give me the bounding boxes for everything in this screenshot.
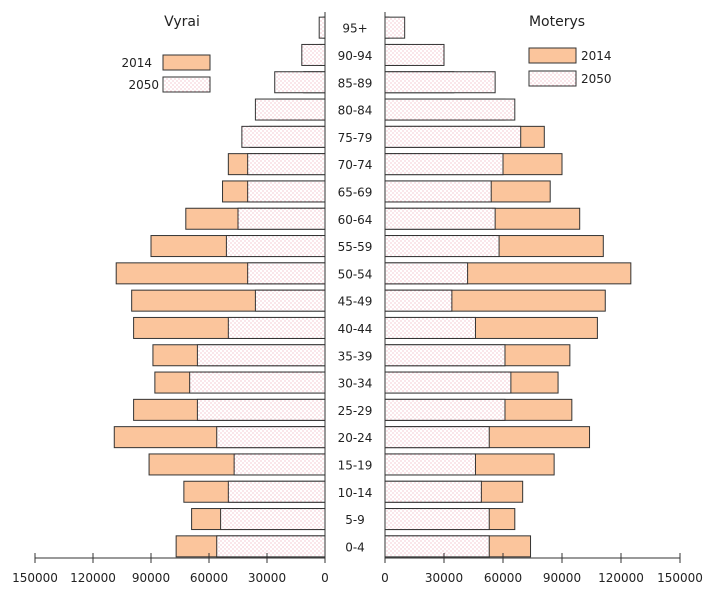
left-tick-label: 150000 (12, 571, 58, 585)
right-tick-label: 150000 (657, 571, 703, 585)
left-legend-label-2050: 2050 (128, 78, 159, 92)
bar-vyrai-2050 (227, 316, 326, 339)
bar-moterys-2050 (384, 180, 492, 203)
left-tick-label: 0 (321, 571, 329, 585)
category-label: 90-94 (338, 49, 373, 63)
category-label: 50-54 (338, 267, 373, 281)
category-label: 30-34 (338, 377, 373, 391)
right-legend-label-2050: 2050 (581, 72, 612, 86)
bar-vyrai-2050 (254, 289, 326, 312)
bar-moterys-2050 (384, 207, 496, 230)
axis-ticks: 150000 120000 90000 60000 30000 0 0 30000 60000 9… (12, 553, 703, 585)
left-tick-label: 60000 (190, 571, 228, 585)
right-legend-swatch-2014 (528, 47, 577, 64)
left-legend-label-2014: 2014 (121, 56, 152, 70)
bar-moterys-2050 (384, 398, 506, 421)
bar-moterys-2050 (384, 453, 476, 476)
category-label: 60-64 (338, 213, 373, 227)
category-label: 80-84 (338, 104, 373, 118)
bar-moterys-2050 (384, 262, 469, 285)
bar-moterys-2050 (384, 344, 506, 367)
right-title: Moterys (529, 14, 585, 30)
right-legend-label-2014: 2014 (581, 49, 612, 63)
right-legend-swatch-2050 (528, 70, 577, 87)
bar-vyrai-2050 (189, 371, 326, 394)
bar-moterys-2050 (384, 98, 516, 121)
bar-moterys-2050 (384, 480, 482, 503)
bar-vyrai-2050 (225, 235, 326, 258)
category-label: 0-4 (345, 540, 365, 554)
bar-vyrai-2050 (274, 71, 326, 94)
left-tick-label: 120000 (70, 571, 116, 585)
bar-vyrai-2050 (196, 398, 326, 421)
right-tick-label: 0 (381, 571, 389, 585)
right-tick-label: 120000 (598, 571, 644, 585)
category-label: 15-19 (338, 458, 373, 472)
category-label: 40-44 (338, 322, 373, 336)
category-label: 75-79 (338, 131, 373, 145)
category-label: 70-74 (338, 158, 373, 172)
bar-moterys-2050 (384, 235, 500, 258)
bar-vyrai-2050 (241, 125, 326, 148)
right-tick-label: 90000 (543, 571, 581, 585)
category-label: 95+ (342, 22, 367, 36)
bar-vyrai-2050 (216, 426, 326, 449)
category-label: 35-39 (338, 349, 373, 363)
right-tick-label: 30000 (425, 571, 463, 585)
bars-layer (113, 16, 632, 558)
category-label: 45-49 (338, 295, 373, 309)
category-label: 5-9 (345, 513, 365, 527)
bar-vyrai-2050 (220, 508, 326, 531)
bar-moterys-2050 (384, 535, 490, 558)
bar-moterys-2050 (384, 316, 476, 339)
left-legend-swatch-2014 (162, 54, 211, 71)
bar-moterys-2050 (384, 371, 512, 394)
right-tick-label: 60000 (484, 571, 522, 585)
bar-moterys-2050 (384, 43, 445, 66)
bar-vyrai-2050 (254, 98, 326, 121)
bar-moterys-2050 (384, 426, 490, 449)
bar-vyrai-2050 (237, 207, 326, 230)
category-label: 65-69 (338, 185, 373, 199)
left-title: Vyrai (164, 14, 200, 30)
bar-moterys-2050 (384, 71, 496, 94)
category-label: 25-29 (338, 404, 373, 418)
category-label: 20-24 (338, 431, 373, 445)
bar-vyrai-2050 (216, 535, 326, 558)
bar-vyrai-2050 (247, 180, 326, 203)
bar-moterys-2050 (384, 153, 504, 176)
bar-vyrai-2050 (196, 344, 326, 367)
category-label: 55-59 (338, 240, 373, 254)
category-labels: 0-4 5-9 10-14 15-19 20-24 25-29 30-34 35-39 40-4… (338, 22, 373, 555)
bar-vyrai-2050 (247, 262, 326, 285)
bar-moterys-2050 (384, 508, 490, 531)
bar-vyrai-2050 (227, 480, 326, 503)
bar-moterys-2050 (384, 16, 406, 39)
left-tick-label: 90000 (132, 571, 170, 585)
left-legend-swatch-2050 (162, 76, 211, 93)
category-label: 10-14 (338, 486, 373, 500)
bar-vyrai-2050 (247, 153, 326, 176)
left-tick-label: 30000 (248, 571, 286, 585)
bar-vyrai-2050 (301, 43, 326, 66)
bar-vyrai-2050 (318, 16, 326, 39)
bar-moterys-2050 (384, 289, 453, 312)
bar-moterys-2050 (384, 125, 522, 148)
category-label: 85-89 (338, 76, 373, 90)
bar-vyrai-2050 (233, 453, 326, 476)
